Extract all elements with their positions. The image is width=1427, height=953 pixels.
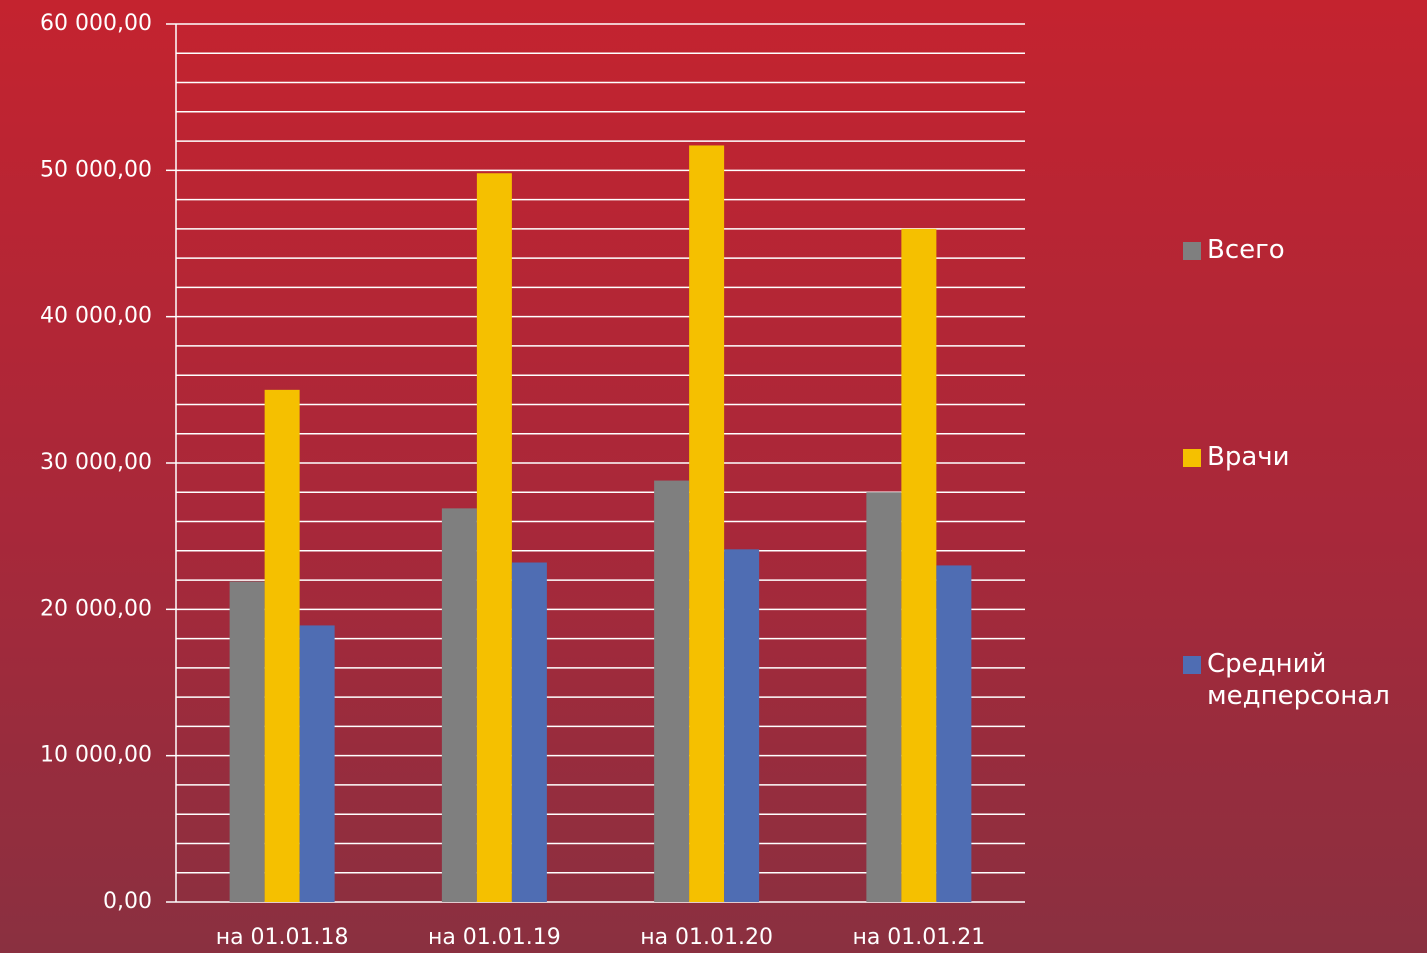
- legend: Всего Врачи Средний медперсонал: [1183, 0, 1427, 953]
- y-tick-label: 10 000,00: [40, 743, 152, 768]
- legend-item: Средний медперсонал: [1183, 648, 1425, 712]
- legend-label: Средний медперсонал: [1207, 649, 1390, 711]
- legend-label: Врачи: [1207, 442, 1290, 472]
- legend-item: Всего: [1183, 234, 1425, 266]
- bar: [476, 173, 512, 902]
- legend-swatch: [1183, 242, 1201, 260]
- y-tick-label: 40 000,00: [40, 304, 152, 329]
- bar: [689, 145, 725, 902]
- y-tick-label: 20 000,00: [40, 596, 152, 621]
- legend-swatch: [1183, 449, 1201, 467]
- bar: [724, 549, 760, 902]
- bar: [901, 228, 937, 902]
- legend-item: Врачи: [1183, 441, 1425, 473]
- x-tick-label: на 01.01.20: [640, 925, 773, 950]
- y-tick-label: 50 000,00: [40, 157, 152, 182]
- bar: [936, 565, 972, 902]
- bar: [299, 625, 335, 902]
- bar: [441, 508, 477, 902]
- bar: [264, 389, 300, 902]
- y-tick-label: 60 000,00: [40, 11, 152, 36]
- legend-label: Всего: [1207, 235, 1285, 265]
- bar: [866, 492, 902, 902]
- legend-swatch: [1183, 656, 1201, 674]
- x-tick-label: на 01.01.21: [852, 925, 985, 950]
- x-tick-label: на 01.01.19: [428, 925, 561, 950]
- bar: [654, 480, 690, 902]
- y-tick-label: 0,00: [103, 889, 152, 914]
- x-tick-label: на 01.01.18: [216, 925, 349, 950]
- bar: [229, 581, 265, 902]
- bar: [511, 562, 547, 902]
- y-tick-label: 30 000,00: [40, 450, 152, 475]
